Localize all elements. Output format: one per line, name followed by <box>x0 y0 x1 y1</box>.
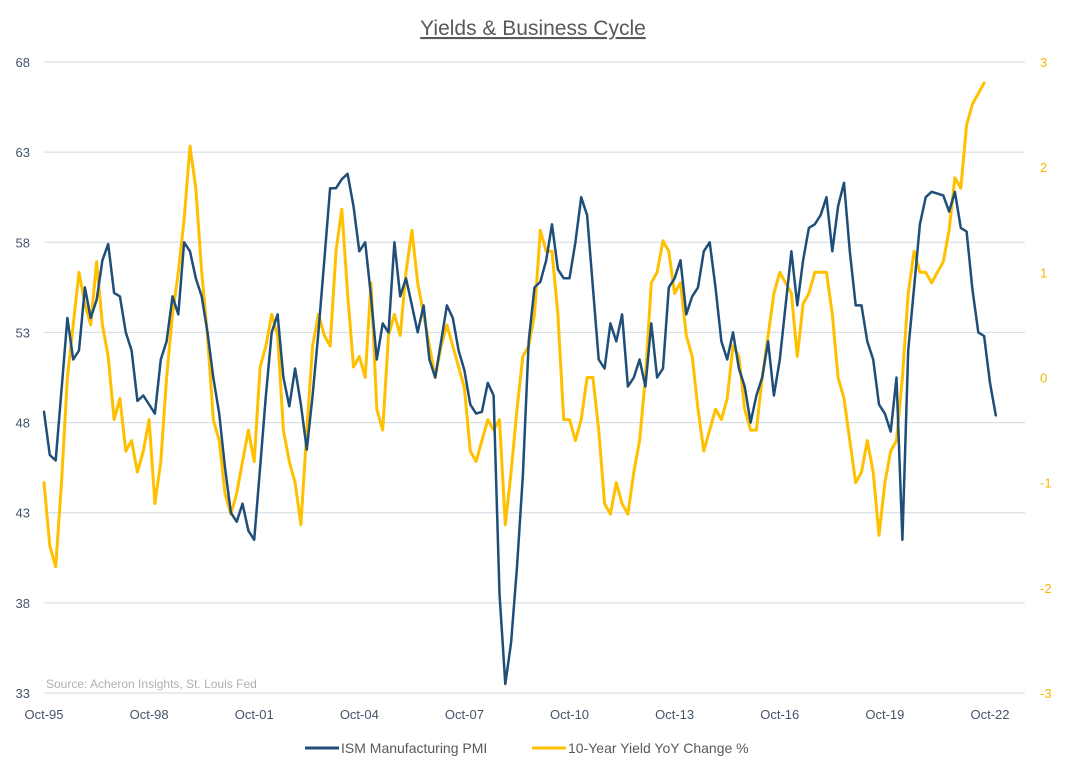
x-tick-label: Oct-01 <box>235 707 274 722</box>
series-line-pmi <box>42 172 998 686</box>
source-note: Source: Acheron Insights, St. Louis Fed <box>46 677 257 691</box>
y-left-tick-label: 43 <box>16 506 30 521</box>
y-left-tick-label: 58 <box>16 235 30 250</box>
x-tick-label: Oct-19 <box>865 707 904 722</box>
y-right-tick-label: 2 <box>1040 160 1047 175</box>
x-tick-label: Oct-95 <box>24 707 63 722</box>
y-axis-right: -3 -2 -1 0 1 2 3 <box>1040 55 1052 701</box>
legend-label: ISM Manufacturing PMI <box>341 740 487 756</box>
y-right-tick-label: 1 <box>1040 265 1047 280</box>
x-tick-label: Oct-13 <box>655 707 694 722</box>
y-left-tick-label: 63 <box>16 145 30 160</box>
y-left-tick-label: 33 <box>16 686 30 701</box>
series-lines <box>42 81 998 686</box>
y-left-tick-label: 38 <box>16 596 30 611</box>
y-right-tick-label: 0 <box>1040 371 1047 386</box>
legend: ISM Manufacturing PMI 10-Year Yield YoY C… <box>305 740 749 756</box>
x-tick-label: Oct-04 <box>340 707 379 722</box>
x-tick-label: Oct-98 <box>130 707 169 722</box>
legend-label: 10-Year Yield YoY Change % <box>568 740 749 756</box>
y-left-tick-label: 53 <box>16 325 30 340</box>
y-left-tick-label: 48 <box>16 416 30 431</box>
y-right-tick-label: -1 <box>1040 476 1052 491</box>
y-left-tick-label: 68 <box>16 55 30 70</box>
y-right-tick-label: -2 <box>1040 581 1052 596</box>
series-line-yield <box>42 81 986 569</box>
x-tick-label: Oct-10 <box>550 707 589 722</box>
x-axis: Oct-95 Oct-98 Oct-01 Oct-04 Oct-07 Oct-10 Oct-… <box>24 707 1009 722</box>
y-right-tick-label: -3 <box>1040 686 1052 701</box>
x-tick-label: Oct-16 <box>760 707 799 722</box>
y-right-tick-label: 3 <box>1040 55 1047 70</box>
chart-title: Yields & Business Cycle <box>420 17 646 40</box>
x-tick-label: Oct-22 <box>970 707 1009 722</box>
x-tick-label: Oct-07 <box>445 707 484 722</box>
y-axis-left: 33 38 43 48 53 58 63 68 <box>16 55 30 701</box>
